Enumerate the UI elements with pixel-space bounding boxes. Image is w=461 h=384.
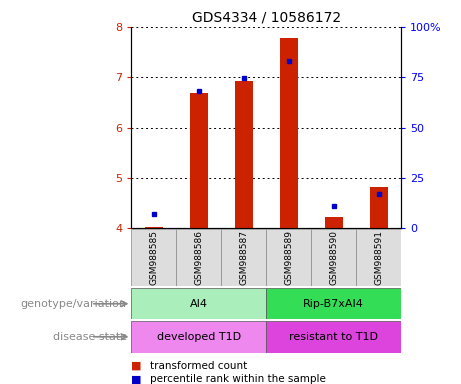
Text: transformed count: transformed count	[150, 361, 247, 371]
Text: GSM988589: GSM988589	[284, 230, 293, 285]
Bar	[221, 229, 266, 286]
Bar	[131, 321, 266, 353]
Text: ■: ■	[131, 361, 142, 371]
Bar	[266, 288, 401, 319]
Text: disease state: disease state	[53, 332, 127, 342]
Bar	[266, 229, 311, 286]
Bar	[176, 229, 221, 286]
Text: GSM988586: GSM988586	[194, 230, 203, 285]
Bar	[280, 38, 298, 228]
Text: ■: ■	[131, 374, 142, 384]
Bar	[325, 217, 343, 228]
Bar	[131, 229, 176, 286]
Text: GSM988591: GSM988591	[374, 230, 383, 285]
Bar	[190, 93, 208, 228]
Text: GSM988590: GSM988590	[329, 230, 338, 285]
Text: developed T1D: developed T1D	[157, 332, 241, 342]
Bar	[370, 187, 388, 228]
Text: AI4: AI4	[190, 299, 208, 309]
Bar	[145, 227, 163, 228]
Text: Rip-B7xAI4: Rip-B7xAI4	[303, 299, 364, 309]
Text: GSM988587: GSM988587	[239, 230, 248, 285]
Bar	[131, 288, 266, 319]
Bar	[311, 229, 356, 286]
Title: GDS4334 / 10586172: GDS4334 / 10586172	[192, 10, 341, 24]
Text: resistant to T1D: resistant to T1D	[289, 332, 378, 342]
Text: genotype/variation: genotype/variation	[21, 299, 127, 309]
Text: GSM988585: GSM988585	[149, 230, 159, 285]
Text: percentile rank within the sample: percentile rank within the sample	[150, 374, 326, 384]
Bar	[356, 229, 401, 286]
Bar	[235, 81, 253, 228]
Bar	[266, 321, 401, 353]
